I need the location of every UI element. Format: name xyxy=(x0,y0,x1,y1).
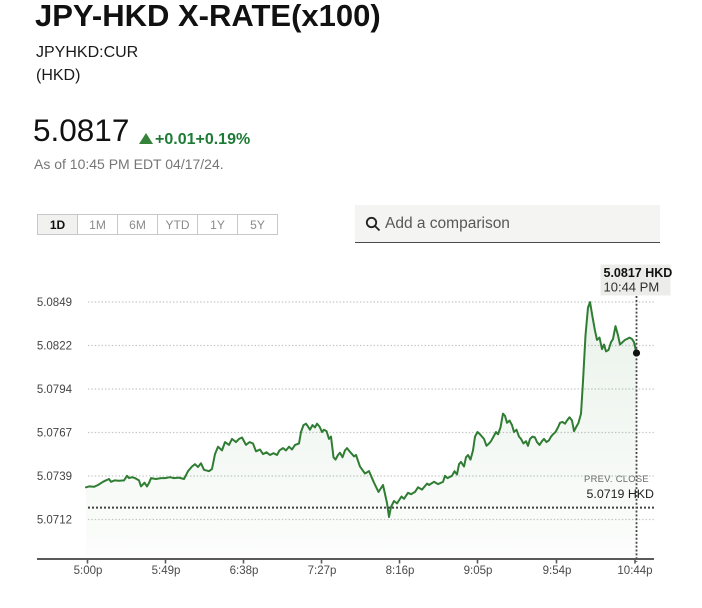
svg-text:5.0719 HKD: 5.0719 HKD xyxy=(586,487,654,501)
svg-text:8:16p: 8:16p xyxy=(386,565,415,577)
svg-text:7:27p: 7:27p xyxy=(308,565,337,577)
svg-text:5.0817 HKD: 5.0817 HKD xyxy=(604,266,673,280)
svg-text:9:54p: 9:54p xyxy=(543,565,572,577)
svg-text:10:44 PM: 10:44 PM xyxy=(604,280,660,295)
svg-text:10:44p: 10:44p xyxy=(617,565,652,577)
svg-text:5.0822: 5.0822 xyxy=(37,341,72,353)
svg-text:5.0739: 5.0739 xyxy=(37,471,72,483)
svg-text:5:49p: 5:49p xyxy=(152,565,181,577)
svg-text:5.0712: 5.0712 xyxy=(37,515,72,527)
svg-text:5.0849: 5.0849 xyxy=(37,297,72,309)
svg-text:5:00p: 5:00p xyxy=(74,565,103,577)
svg-text:6:38p: 6:38p xyxy=(230,565,259,577)
svg-text:9:05p: 9:05p xyxy=(464,565,493,577)
svg-text:5.0767: 5.0767 xyxy=(37,428,72,440)
svg-text:5.0794: 5.0794 xyxy=(37,384,73,396)
svg-text:PREV. CLOSE: PREV. CLOSE xyxy=(584,473,649,484)
